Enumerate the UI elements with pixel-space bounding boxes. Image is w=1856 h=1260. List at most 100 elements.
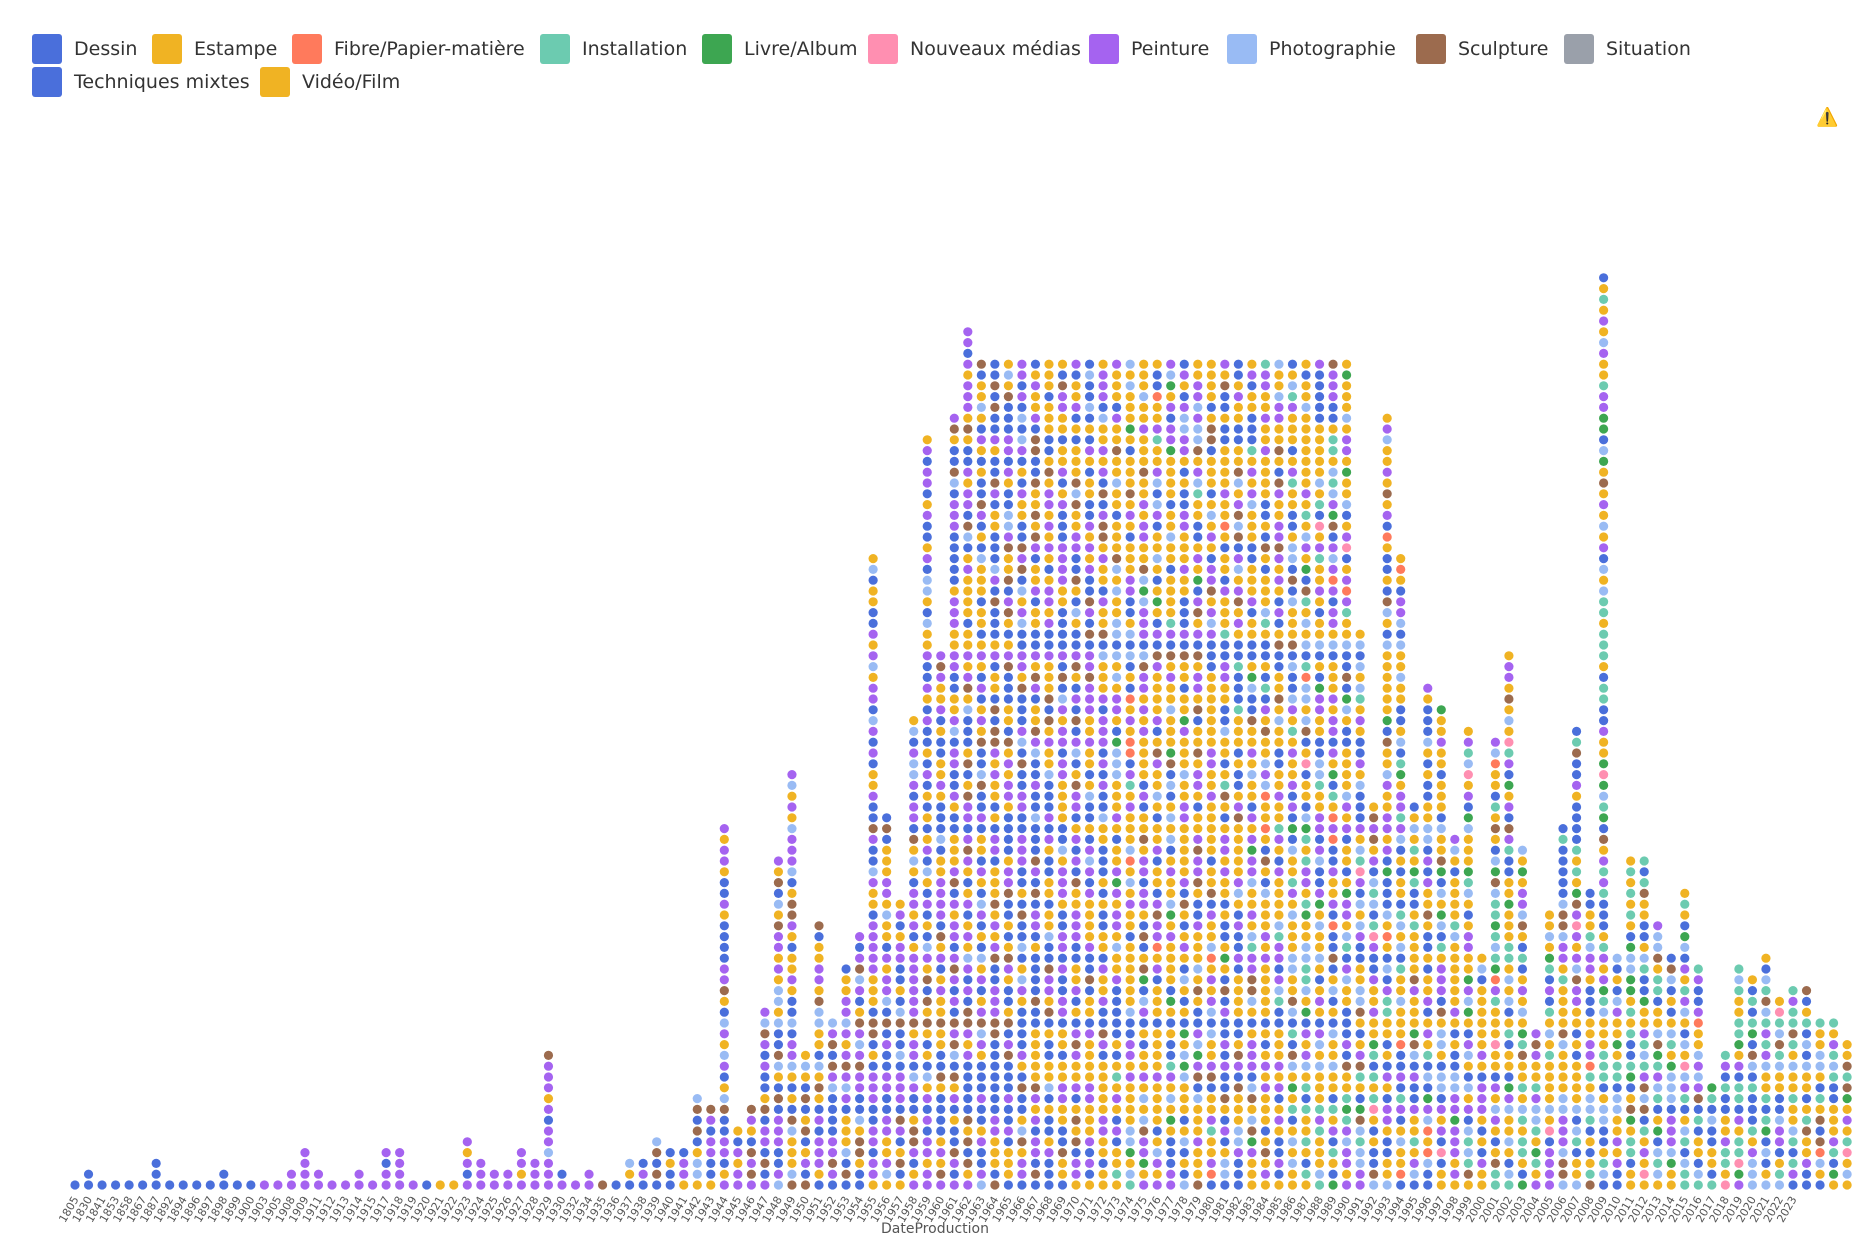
artwork-dot[interactable] (1680, 942, 1690, 953)
artwork-dot[interactable] (1558, 867, 1568, 877)
artwork-dot[interactable] (1747, 986, 1758, 996)
artwork-dot[interactable] (1828, 1061, 1839, 1071)
artwork-dot[interactable] (1287, 1180, 1298, 1190)
artwork-dot[interactable] (773, 986, 784, 996)
artwork-dot[interactable] (1152, 726, 1162, 737)
artwork-dot[interactable] (1112, 478, 1122, 488)
artwork-dot[interactable] (909, 953, 919, 963)
artwork-dot[interactable] (1274, 662, 1284, 672)
artwork-dot[interactable] (1436, 1169, 1446, 1179)
artwork-dot[interactable] (1260, 543, 1271, 553)
artwork-dot[interactable] (1098, 381, 1108, 391)
artwork-dot[interactable] (949, 662, 959, 672)
artwork-dot[interactable] (1247, 726, 1257, 737)
artwork-dot[interactable] (1599, 953, 1609, 963)
artwork-dot[interactable] (895, 986, 905, 996)
artwork-dot[interactable] (1139, 737, 1149, 747)
artwork-dot[interactable] (1504, 1115, 1514, 1125)
artwork-dot[interactable] (1030, 359, 1041, 369)
artwork-dot[interactable] (868, 1158, 878, 1168)
artwork-dot[interactable] (1815, 1061, 1825, 1071)
artwork-dot[interactable] (1314, 1061, 1325, 1071)
artwork-dot[interactable] (1504, 964, 1514, 974)
artwork-dot[interactable] (1666, 996, 1676, 1007)
artwork-dot[interactable] (1693, 1115, 1703, 1125)
artwork-dot[interactable] (1558, 834, 1568, 845)
artwork-dot[interactable] (1490, 975, 1500, 985)
artwork-dot[interactable] (1017, 1050, 1027, 1060)
artwork-dot[interactable] (1071, 1040, 1081, 1050)
artwork-dot[interactable] (1828, 1018, 1839, 1028)
artwork-dot[interactable] (882, 986, 892, 996)
artwork-dot[interactable] (868, 888, 878, 899)
artwork-dot[interactable] (1206, 996, 1216, 1007)
artwork-dot[interactable] (1287, 1137, 1298, 1147)
artwork-dot[interactable] (1125, 716, 1135, 726)
artwork-dot[interactable] (1125, 370, 1135, 380)
artwork-dot[interactable] (462, 1158, 472, 1168)
artwork-dot[interactable] (1287, 446, 1298, 456)
artwork-dot[interactable] (1314, 975, 1325, 985)
artwork-dot[interactable] (1044, 662, 1054, 672)
artwork-dot[interactable] (1287, 1083, 1298, 1093)
artwork-dot[interactable] (1626, 1115, 1636, 1125)
artwork-dot[interactable] (1193, 867, 1203, 877)
artwork-dot[interactable] (787, 1040, 797, 1050)
artwork-dot[interactable] (1057, 716, 1068, 726)
artwork-dot[interactable] (1328, 446, 1338, 456)
artwork-dot[interactable] (1680, 1115, 1690, 1125)
artwork-dot[interactable] (1423, 932, 1433, 942)
artwork-dot[interactable] (976, 878, 986, 888)
artwork-dot[interactable] (1098, 759, 1108, 769)
artwork-dot[interactable] (1680, 888, 1690, 899)
artwork-dot[interactable] (1193, 910, 1203, 920)
artwork-dot[interactable] (1220, 986, 1230, 996)
artwork-dot[interactable] (1260, 910, 1271, 920)
artwork-dot[interactable] (814, 1148, 824, 1158)
artwork-dot[interactable] (1314, 942, 1325, 953)
artwork-dot[interactable] (1152, 640, 1162, 650)
artwork-dot[interactable] (1152, 413, 1162, 423)
artwork-dot[interactable] (1098, 932, 1108, 942)
artwork-dot[interactable] (1125, 780, 1135, 791)
artwork-dot[interactable] (936, 1050, 946, 1060)
artwork-dot[interactable] (1206, 651, 1216, 661)
artwork-dot[interactable] (787, 986, 797, 996)
artwork-dot[interactable] (1152, 1148, 1162, 1158)
artwork-dot[interactable] (1206, 1126, 1216, 1136)
artwork-dot[interactable] (1463, 1158, 1473, 1168)
artwork-dot[interactable] (868, 1148, 878, 1158)
artwork-dot[interactable] (1274, 705, 1284, 715)
artwork-dot[interactable] (1125, 359, 1135, 369)
artwork-dot[interactable] (882, 1094, 892, 1104)
artwork-dot[interactable] (516, 1169, 527, 1179)
artwork-dot[interactable] (1612, 1158, 1622, 1168)
artwork-dot[interactable] (1382, 737, 1392, 747)
artwork-dot[interactable] (1166, 543, 1176, 553)
artwork-dot[interactable] (1179, 586, 1189, 596)
artwork-dot[interactable] (1341, 359, 1352, 369)
artwork-dot[interactable] (1571, 1083, 1582, 1093)
artwork-dot[interactable] (1044, 435, 1054, 445)
artwork-dot[interactable] (1139, 1104, 1149, 1114)
artwork-dot[interactable] (1490, 996, 1500, 1007)
artwork-dot[interactable] (1355, 683, 1365, 693)
artwork-dot[interactable] (1193, 683, 1203, 693)
artwork-dot[interactable] (949, 683, 959, 693)
artwork-dot[interactable] (1193, 564, 1203, 575)
artwork-dot[interactable] (1734, 1029, 1744, 1039)
artwork-dot[interactable] (1071, 478, 1081, 488)
artwork-dot[interactable] (1287, 856, 1298, 866)
artwork-dot[interactable] (949, 554, 959, 564)
artwork-dot[interactable] (1139, 446, 1149, 456)
artwork-dot[interactable] (1071, 597, 1081, 607)
artwork-dot[interactable] (1369, 1137, 1379, 1147)
artwork-dot[interactable] (1355, 780, 1365, 791)
artwork-dot[interactable] (882, 1018, 892, 1028)
artwork-dot[interactable] (1382, 867, 1392, 877)
artwork-dot[interactable] (1720, 1094, 1730, 1104)
artwork-dot[interactable] (1734, 1040, 1744, 1050)
artwork-dot[interactable] (990, 748, 1000, 758)
artwork-dot[interactable] (1328, 802, 1338, 812)
artwork-dot[interactable] (1409, 953, 1419, 963)
